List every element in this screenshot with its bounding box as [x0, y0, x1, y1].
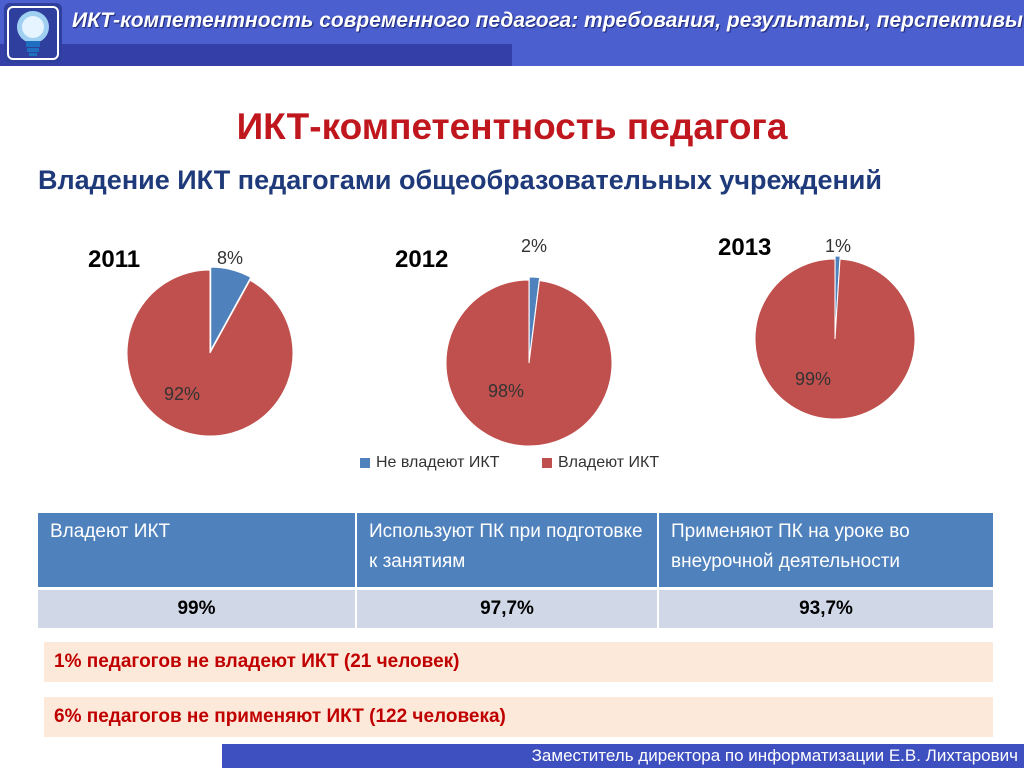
pie-data-label: 99% — [795, 369, 831, 389]
legend-item-not-own: Не владеют ИКТ — [360, 454, 500, 472]
table-header-cell: Используют ПК при подготовке к занятиям — [356, 513, 659, 590]
pie-charts: 2011 8% 92% 2012 2% 98% 2013 1% 99% — [88, 234, 916, 447]
header-bar: ИКТ-компетентность современного педагога… — [0, 0, 1024, 66]
pie-data-label: 92% — [164, 384, 200, 404]
chart-legend: Не владеют ИКТ Владеют ИКТ — [360, 454, 697, 472]
table-header-cell: Владеют ИКТ — [38, 513, 357, 590]
pie-data-label: 2% — [521, 236, 547, 256]
pie-title-2011: 2011 — [88, 246, 140, 273]
pie-slice-2011-own — [126, 269, 294, 437]
table-header-cell: Применяют ПК на уроке во внеурочной деят… — [658, 513, 993, 590]
table-cell: 99% — [38, 588, 357, 628]
pie-slice-2012-own — [445, 279, 613, 447]
pie-slice-2013-own — [754, 258, 916, 420]
footer-text: Заместитель директора по информатизации … — [531, 746, 1018, 765]
note-not-use-ict: 6% педагогов не применяют ИКТ (122 челов… — [44, 697, 993, 737]
legend-swatch — [541, 457, 552, 468]
page-title: ИКТ-компетентность педагога — [236, 106, 788, 147]
header-accent-strip — [0, 44, 512, 66]
legend-label: Владеют ИКТ — [557, 454, 660, 471]
stats-table: Владеют ИКТ Используют ПК при подготовке… — [38, 513, 993, 628]
legend-item-own: Владеют ИКТ — [541, 454, 660, 472]
pie-slice-2011-not-own — [210, 266, 252, 351]
pie-data-label: 8% — [217, 248, 243, 268]
table-row: 99% 97,7% 93,7% — [38, 588, 993, 628]
lightbulb-logo-icon — [4, 3, 62, 63]
legend-label: Не владеют ИКТ — [376, 454, 500, 471]
footer-bar: Заместитель директора по информатизации … — [222, 744, 1024, 768]
legend-swatch — [360, 457, 370, 468]
table-cell: 93,7% — [658, 588, 993, 628]
pie-data-label: 98% — [488, 381, 524, 401]
note-not-own-ict: 1% педагогов не владеют ИКТ (21 человек) — [44, 642, 993, 682]
header-title: ИКТ-компетентность современного педагога… — [72, 9, 1023, 32]
table-header-row: Владеют ИКТ Используют ПК при подготовке… — [38, 513, 993, 590]
pie-title-2012: 2012 — [395, 246, 448, 273]
page-subtitle: Владение ИКТ педагогами общеобразователь… — [38, 165, 882, 195]
table-cell: 97,7% — [356, 588, 659, 628]
pie-title-2013: 2013 — [718, 234, 771, 261]
pie-data-label: 1% — [825, 236, 851, 256]
